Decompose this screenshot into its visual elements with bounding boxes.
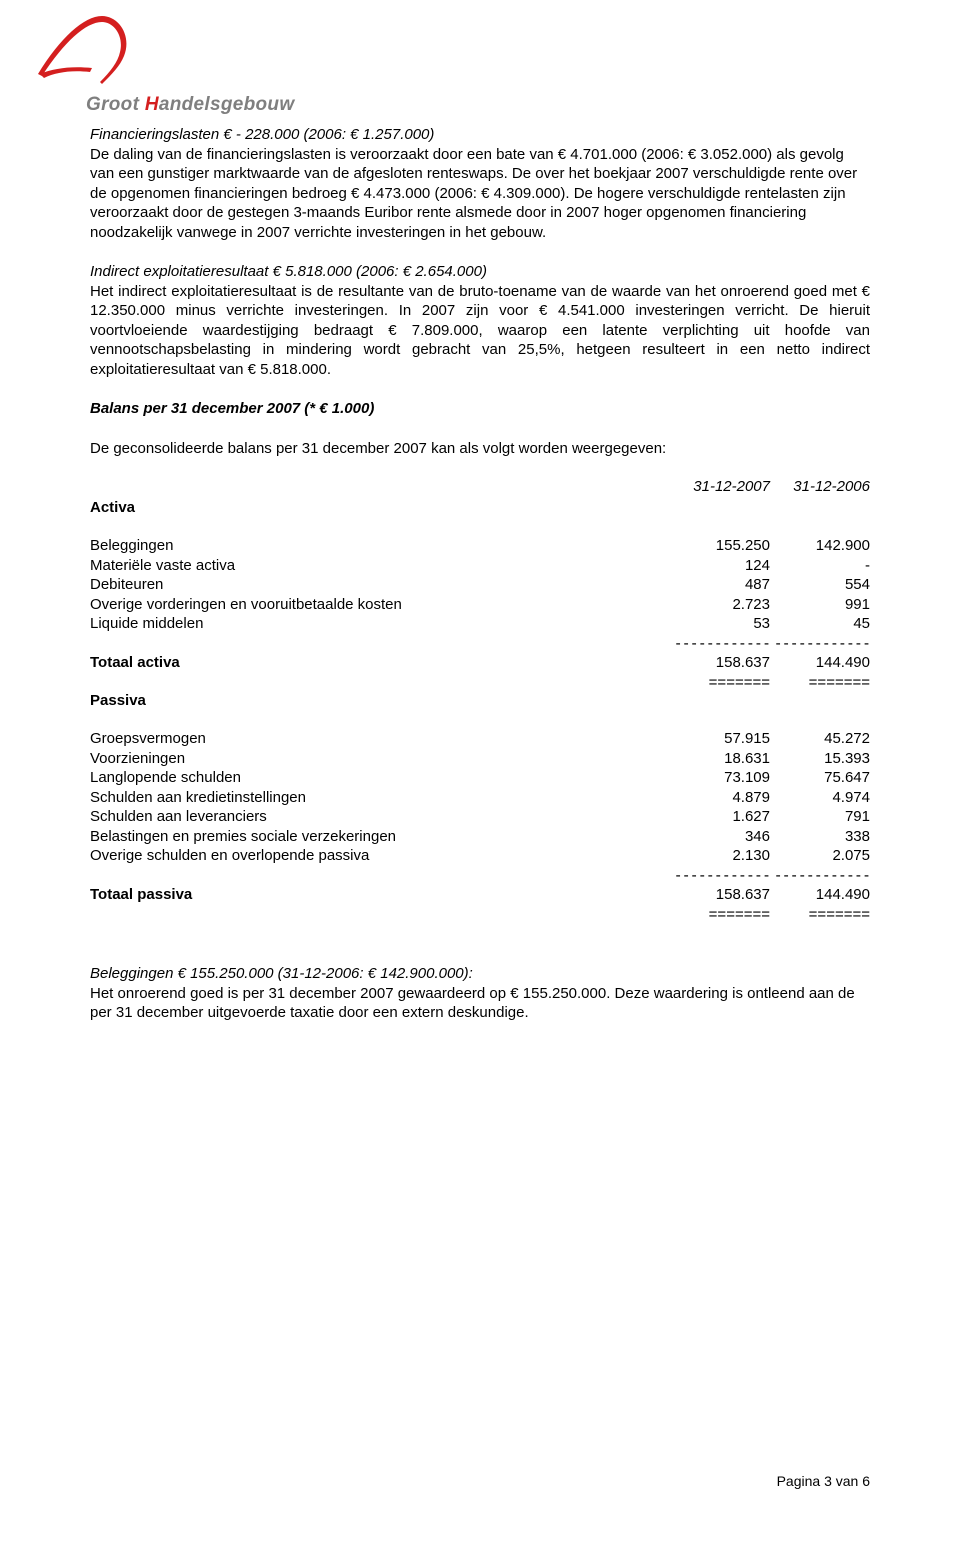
totaal-v2: 144.490 <box>770 885 870 905</box>
row-v1: 155.250 <box>660 536 770 556</box>
row-label: Groepsvermogen <box>90 729 660 749</box>
row-label: Overige schulden en overlopende passiva <box>90 846 660 866</box>
row-v1: 1.627 <box>660 807 770 827</box>
table-row: Groepsvermogen57.91545.272 <box>90 729 870 749</box>
separator-row: ============== <box>90 905 870 925</box>
brand-letter-h: H <box>145 94 159 115</box>
balans-intro: De geconsolideerde balans per 31 decembe… <box>90 439 870 459</box>
balance-date-header: 31-12-2007 31-12-2006 <box>90 478 870 495</box>
row-v2: 554 <box>770 575 870 595</box>
table-row: Debiteuren487554 <box>90 575 870 595</box>
date-col-1: 31-12-2007 <box>660 478 770 495</box>
table-row: Overige vorderingen en vooruitbetaalde k… <box>90 595 870 615</box>
document-body: Financieringslasten € - 228.000 (2006: €… <box>90 125 870 1043</box>
row-label: Beleggingen <box>90 536 660 556</box>
brand-word-1: Groot <box>86 94 139 115</box>
table-row: Voorzieningen18.63115.393 <box>90 749 870 769</box>
equals-sep: ======= <box>770 673 870 693</box>
dash-sep: ------------ <box>770 634 870 654</box>
row-v2: 15.393 <box>770 749 870 769</box>
para1-heading: Financieringslasten € - 228.000 (2006: €… <box>90 126 434 143</box>
row-v2: 791 <box>770 807 870 827</box>
brand-logo: Groot Handelsgebouw <box>24 14 294 116</box>
separator-row: ============== <box>90 673 870 693</box>
totaal-label: Totaal passiva <box>90 885 660 905</box>
row-v1: 18.631 <box>660 749 770 769</box>
row-v2: 45 <box>770 614 870 634</box>
row-v1: 124 <box>660 556 770 576</box>
para2-body: Het indirect exploitatieresultaat is de … <box>90 283 870 378</box>
table-row: Overige schulden en overlopende passiva2… <box>90 846 870 866</box>
page-footer: Pagina 3 van 6 <box>777 1473 870 1489</box>
para3-body: Het onroerend goed is per 31 december 20… <box>90 985 855 1022</box>
totaal-activa-row: Totaal activa158.637144.490 <box>90 653 870 673</box>
balans-heading: Balans per 31 december 2007 (* € 1.000) <box>90 399 870 419</box>
brand-word-2: andelsgebouw <box>159 94 295 115</box>
row-v2: - <box>770 556 870 576</box>
activa-table: Beleggingen155.250142.900 Materiële vast… <box>90 536 870 692</box>
logo-swoosh-icon <box>24 14 254 100</box>
row-v1: 346 <box>660 827 770 847</box>
row-v2: 338 <box>770 827 870 847</box>
table-row: Schulden aan kredietinstellingen4.8794.9… <box>90 788 870 808</box>
dash-sep: ------------ <box>770 866 870 886</box>
table-row: Belastingen en premies sociale verzekeri… <box>90 827 870 847</box>
row-v2: 991 <box>770 595 870 615</box>
table-row: Liquide middelen5345 <box>90 614 870 634</box>
para-indirect-exploitatie: Indirect exploitatieresultaat € 5.818.00… <box>90 262 870 379</box>
table-row: Schulden aan leveranciers1.627791 <box>90 807 870 827</box>
activa-heading: Activa <box>90 499 870 516</box>
row-label: Langlopende schulden <box>90 768 660 788</box>
totaal-label: Totaal activa <box>90 653 660 673</box>
totaal-v2: 144.490 <box>770 653 870 673</box>
row-v2: 142.900 <box>770 536 870 556</box>
row-label: Schulden aan kredietinstellingen <box>90 788 660 808</box>
row-v2: 2.075 <box>770 846 870 866</box>
para1-body: De daling van de financieringslasten is … <box>90 146 857 241</box>
row-v1: 2.130 <box>660 846 770 866</box>
table-row: Beleggingen155.250142.900 <box>90 536 870 556</box>
dash-sep: ------------ <box>660 634 770 654</box>
para-financieringslasten: Financieringslasten € - 228.000 (2006: €… <box>90 125 870 242</box>
row-v1: 53 <box>660 614 770 634</box>
totaal-v1: 158.637 <box>660 653 770 673</box>
row-v2: 45.272 <box>770 729 870 749</box>
separator-row: ------------------------ <box>90 866 870 886</box>
totaal-passiva-row: Totaal passiva158.637144.490 <box>90 885 870 905</box>
equals-sep: ======= <box>660 673 770 693</box>
row-label: Voorzieningen <box>90 749 660 769</box>
para3-heading: Beleggingen € 155.250.000 (31-12-2006: €… <box>90 965 473 982</box>
row-label: Materiële vaste activa <box>90 556 660 576</box>
passiva-table: Groepsvermogen57.91545.272 Voorzieningen… <box>90 729 870 924</box>
table-row: Langlopende schulden73.10975.647 <box>90 768 870 788</box>
row-label: Schulden aan leveranciers <box>90 807 660 827</box>
row-label: Overige vorderingen en vooruitbetaalde k… <box>90 595 660 615</box>
row-v1: 57.915 <box>660 729 770 749</box>
equals-sep: ======= <box>770 905 870 925</box>
passiva-heading: Passiva <box>90 692 870 709</box>
row-v1: 4.879 <box>660 788 770 808</box>
row-v1: 2.723 <box>660 595 770 615</box>
para2-heading: Indirect exploitatieresultaat € 5.818.00… <box>90 263 487 280</box>
row-label: Debiteuren <box>90 575 660 595</box>
row-v2: 75.647 <box>770 768 870 788</box>
row-v1: 487 <box>660 575 770 595</box>
separator-row: ------------------------ <box>90 634 870 654</box>
date-col-2: 31-12-2006 <box>770 478 870 495</box>
table-row: Materiële vaste activa124- <box>90 556 870 576</box>
row-label: Liquide middelen <box>90 614 660 634</box>
dash-sep: ------------ <box>660 866 770 886</box>
row-v2: 4.974 <box>770 788 870 808</box>
row-label: Belastingen en premies sociale verzekeri… <box>90 827 660 847</box>
brand-text: Groot Handelsgebouw <box>86 94 294 116</box>
equals-sep: ======= <box>660 905 770 925</box>
para-beleggingen: Beleggingen € 155.250.000 (31-12-2006: €… <box>90 964 870 1023</box>
row-v1: 73.109 <box>660 768 770 788</box>
totaal-v1: 158.637 <box>660 885 770 905</box>
